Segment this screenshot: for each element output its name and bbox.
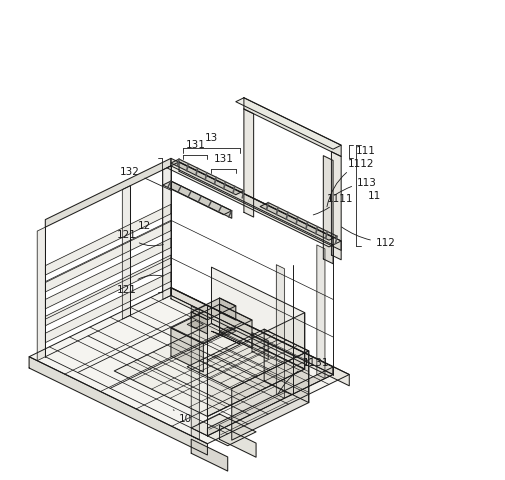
Text: 121: 121 — [117, 229, 163, 246]
Polygon shape — [191, 312, 208, 334]
Polygon shape — [45, 222, 171, 292]
Polygon shape — [45, 273, 171, 343]
Polygon shape — [163, 182, 232, 215]
Polygon shape — [244, 98, 341, 157]
Polygon shape — [317, 245, 325, 379]
Polygon shape — [191, 299, 236, 320]
Text: 1131: 1131 — [278, 357, 330, 394]
Text: 111: 111 — [356, 145, 376, 156]
Polygon shape — [208, 367, 333, 436]
Polygon shape — [276, 265, 284, 398]
Polygon shape — [191, 307, 199, 440]
Polygon shape — [171, 182, 232, 219]
Polygon shape — [45, 255, 171, 326]
Polygon shape — [163, 167, 171, 300]
Text: 113: 113 — [335, 178, 377, 196]
Polygon shape — [244, 110, 254, 217]
Text: 132: 132 — [120, 167, 172, 191]
Polygon shape — [29, 357, 208, 455]
Polygon shape — [323, 156, 333, 264]
Text: 131: 131 — [214, 154, 234, 164]
Text: 10: 10 — [173, 410, 192, 423]
Polygon shape — [220, 305, 252, 348]
Text: 131: 131 — [185, 140, 205, 150]
Polygon shape — [167, 163, 341, 247]
Polygon shape — [187, 329, 309, 389]
Polygon shape — [252, 333, 268, 360]
Text: 11: 11 — [368, 191, 381, 201]
Polygon shape — [212, 268, 305, 369]
Text: 12: 12 — [138, 221, 152, 231]
Polygon shape — [171, 288, 333, 375]
Polygon shape — [29, 288, 349, 444]
Polygon shape — [45, 239, 171, 309]
Polygon shape — [171, 305, 252, 344]
Text: 1112: 1112 — [327, 158, 374, 207]
Polygon shape — [171, 160, 244, 195]
Text: 121: 121 — [117, 276, 163, 294]
Polygon shape — [114, 324, 305, 417]
Polygon shape — [171, 288, 349, 386]
Polygon shape — [220, 299, 236, 320]
Polygon shape — [208, 313, 305, 417]
Polygon shape — [45, 205, 171, 276]
Text: 13: 13 — [205, 132, 218, 142]
Polygon shape — [260, 203, 337, 240]
Polygon shape — [171, 159, 333, 245]
Polygon shape — [187, 321, 204, 329]
Polygon shape — [236, 98, 341, 150]
Polygon shape — [264, 329, 309, 403]
Polygon shape — [191, 414, 256, 446]
Text: 112: 112 — [341, 228, 396, 248]
Polygon shape — [37, 228, 45, 361]
Polygon shape — [122, 186, 130, 320]
Text: 1111: 1111 — [313, 193, 354, 216]
Polygon shape — [220, 425, 256, 457]
Polygon shape — [220, 327, 236, 336]
Polygon shape — [171, 328, 204, 372]
Polygon shape — [212, 332, 240, 344]
Polygon shape — [331, 153, 341, 260]
Polygon shape — [232, 351, 309, 440]
Polygon shape — [191, 439, 228, 471]
Polygon shape — [179, 163, 341, 251]
Polygon shape — [45, 159, 171, 228]
